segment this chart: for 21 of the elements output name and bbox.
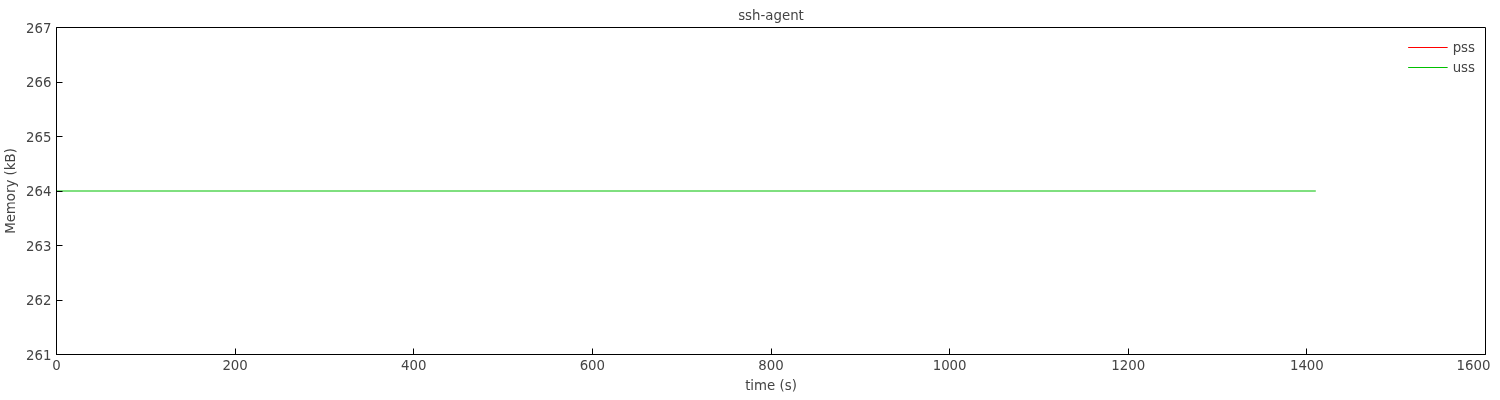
x-tick-label: 1000 [932,357,967,373]
y-tick-label: 265 [26,129,52,145]
x-tick-label: 1200 [1111,357,1146,373]
x-axis-title: time (s) [745,377,797,393]
chart-title: ssh-agent [738,7,804,23]
x-tick-label: 800 [758,357,784,373]
legend-label: pss [1452,39,1475,55]
y-tick-label: 261 [26,347,52,363]
y-tick-label: 266 [26,75,52,90]
y-tick-label: 264 [26,184,52,199]
x-tick-label: 1400 [1289,357,1324,373]
x-tick-label: 600 [579,357,606,373]
y-axis-title: Memory (kB) [3,148,19,234]
x-tick-label: 400 [401,357,427,373]
y-tick-label: 267 [26,20,52,36]
x-tick-label: 0 [52,357,61,373]
x-tick-label: 1600 [1456,357,1491,373]
y-tick-label: 263 [26,238,52,254]
y-tick-label: 262 [26,293,52,308]
x-tick-label: 200 [222,357,248,373]
legend-label: uss [1452,59,1475,75]
